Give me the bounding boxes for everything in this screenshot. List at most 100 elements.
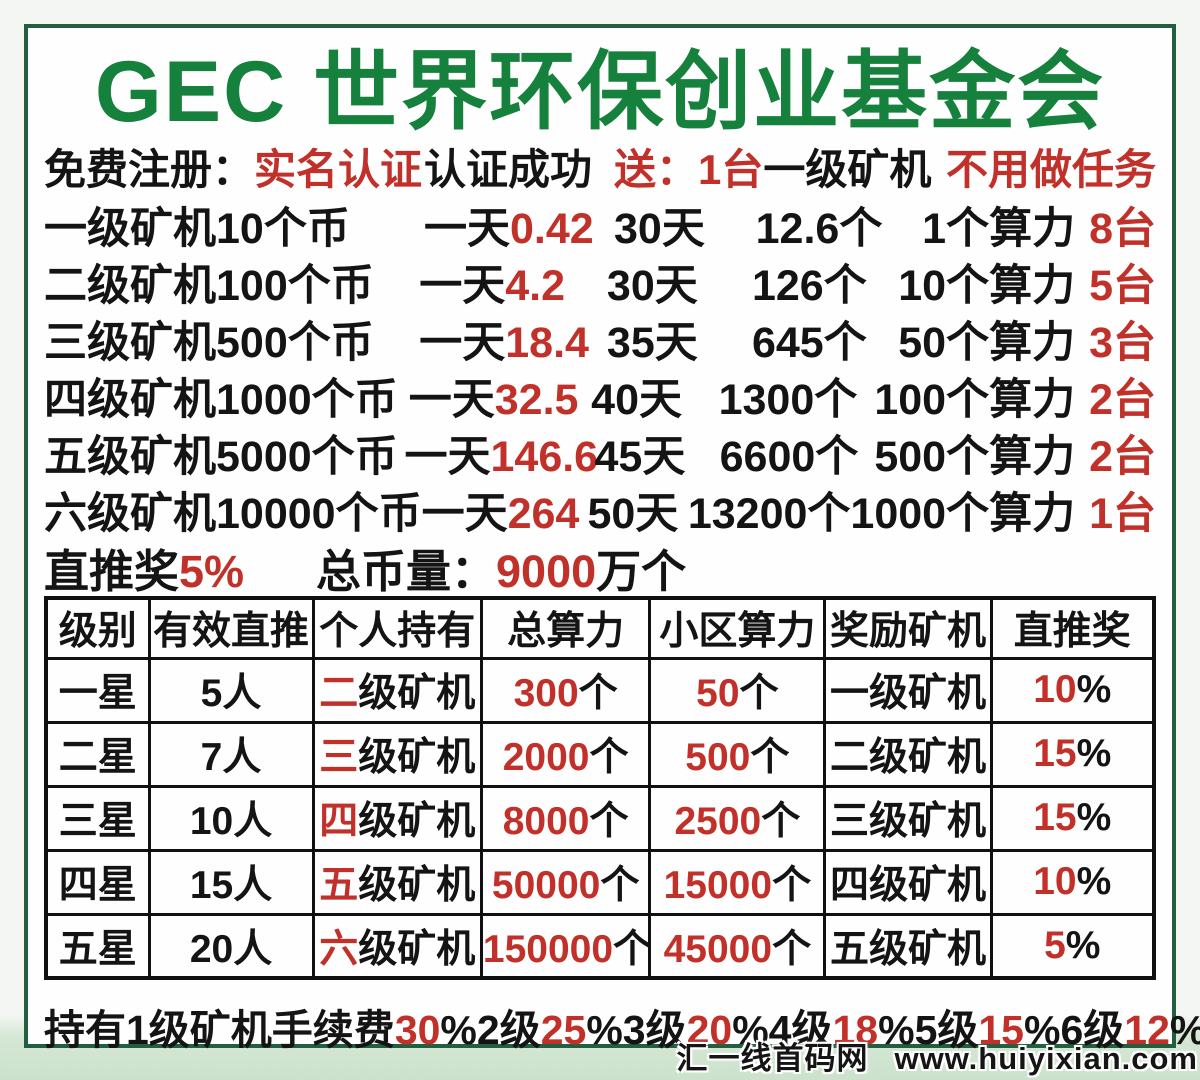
table-header-cell: 奖励矿机 xyxy=(823,596,993,660)
cell-zone-power: 2500个 xyxy=(648,784,827,852)
total-power-value: 150000 xyxy=(482,927,614,971)
total-supply: 总币量：9000万个 xyxy=(316,535,686,600)
miner-name: 四级矿机1000个币 xyxy=(44,375,398,424)
fee-lead-unit: % xyxy=(440,1007,477,1053)
miner-day-value: 18.4 xyxy=(505,318,589,367)
miner-duration: 30天 xyxy=(606,261,698,310)
gift-label: 送：1台 xyxy=(614,146,764,193)
miner-day-label: 一天 xyxy=(419,318,506,367)
referral-bonus: 直推奖5% xyxy=(44,535,316,600)
bonus-value: 10 xyxy=(1033,668,1077,711)
miner-power: 1000个算力 1台 xyxy=(850,479,1156,541)
miner-daily-yield: 一天32.5 xyxy=(409,365,591,427)
supply-unit: 万个 xyxy=(596,545,687,597)
fee-lead: 持有1级矿机手续费30% xyxy=(44,996,477,1056)
miner-total-output: 13200个 xyxy=(687,489,851,538)
cell-zone-power: 15000个 xyxy=(648,848,827,916)
holding-grade: 三 xyxy=(319,736,359,779)
poster-frame: GEC 世界环保创业基金会 免费注册：实名认证 认证成功 送：1台一级矿机 不用… xyxy=(24,24,1200,1053)
miner-daily-yield: 一天18.4 xyxy=(419,308,607,370)
cell-total-power: 8000个 xyxy=(479,784,652,852)
miner-power-value: 50个算力 xyxy=(898,318,1076,367)
total-power-value: 50000 xyxy=(491,864,601,907)
register-label: 免费注册： xyxy=(44,146,255,193)
total-power-unit: 个 xyxy=(589,800,629,843)
table-header-cell: 总算力 xyxy=(479,596,652,660)
holding-rest: 级矿机 xyxy=(358,927,476,971)
cell-direct-referrals: 5人 xyxy=(147,656,315,724)
miner-name: 一级矿机10个币 xyxy=(44,204,350,253)
zone-power-unit: 个 xyxy=(761,800,801,843)
fee-lead-label: 持有1级矿机手续费 xyxy=(44,1007,395,1053)
fee-item-label: 6级 xyxy=(1060,1007,1125,1053)
cell-referral-bonus: 10% xyxy=(989,848,1156,916)
miner-daily-yield: 一天0.42 xyxy=(424,194,614,256)
fee-item: 5级15% xyxy=(915,996,1061,1056)
cell-level: 一星 xyxy=(44,656,151,724)
cell-zone-power: 50个 xyxy=(648,656,827,724)
bonus-unit: % xyxy=(1076,668,1112,711)
cell-referral-bonus: 10% xyxy=(989,656,1156,724)
cell-personal-holding: 三级矿机 xyxy=(311,720,483,788)
table-header-cell: 级别 xyxy=(44,596,151,660)
miner-free-units: 2台 xyxy=(1089,375,1156,424)
cell-referral-bonus: 5% xyxy=(989,912,1156,980)
cell-personal-holding: 五级矿机 xyxy=(311,848,483,916)
miner-duration: 45天 xyxy=(594,432,686,481)
fee-item: 4级18% xyxy=(769,996,915,1056)
supply-label: 总币量： xyxy=(316,545,497,597)
miner-day-value: 146.6 xyxy=(490,432,599,481)
fee-item-value: 12 xyxy=(1124,1007,1170,1053)
miner-name: 三级矿机500个币 xyxy=(44,318,374,367)
miner-free-units: 5台 xyxy=(1089,261,1156,310)
miner-total-output: 1300个 xyxy=(718,375,858,424)
table-header-cell: 直推奖 xyxy=(989,596,1156,660)
summary-line: 直推奖5% 总币量：9000万个 xyxy=(44,538,1156,597)
miner-power: 1个算力 8台 xyxy=(909,194,1156,256)
fee-item-value: 15 xyxy=(978,1007,1024,1053)
cell-total-power: 2000个 xyxy=(479,720,652,788)
table-header-cell: 个人持有 xyxy=(311,596,483,660)
table-header-cell: 有效直推 xyxy=(147,596,315,660)
fee-item-unit: % xyxy=(1170,1007,1200,1053)
fee-item: 6级12% xyxy=(1060,996,1200,1056)
cell-zone-power: 500个 xyxy=(648,720,827,788)
miner-power-value: 100个算力 xyxy=(874,375,1076,424)
holding-grade: 二 xyxy=(319,672,359,715)
cell-direct-referrals: 10人 xyxy=(147,784,315,852)
miner-row: 四级矿机1000个币 一天32.5 40天 1300个 100个算力 2台 xyxy=(44,367,1156,424)
miner-daily-yield: 一天4.2 xyxy=(419,251,607,313)
total-power-unit: 个 xyxy=(613,927,650,971)
miner-row: 三级矿机500个币 一天18.4 35天 645个 50个算力 3台 xyxy=(44,310,1156,367)
referral-label: 直推奖 xyxy=(44,545,180,597)
zone-power-unit: 个 xyxy=(772,927,812,971)
total-power-value: 8000 xyxy=(502,800,590,843)
cell-total-power: 150000个 xyxy=(479,912,652,980)
table-row: 一星 5人 二级矿机 300个 50个 一级矿机 10% xyxy=(44,656,1156,724)
holding-rest: 级矿机 xyxy=(358,800,476,843)
cell-direct-referrals: 7人 xyxy=(147,720,315,788)
miner-day-label: 一天 xyxy=(421,489,508,538)
fee-lead-value: 30 xyxy=(394,1007,441,1053)
intro-line: 免费注册：实名认证 认证成功 送：1台一级矿机 不用做任务 xyxy=(44,144,1156,196)
miner-total-output: 645个 xyxy=(751,318,867,367)
cell-personal-holding: 二级矿机 xyxy=(311,656,483,724)
miner-power: 50个算力 3台 xyxy=(898,308,1156,370)
cell-reward-machine: 四级矿机 xyxy=(823,848,993,916)
cell-level: 四星 xyxy=(44,848,151,916)
cell-personal-holding: 六级矿机 xyxy=(311,912,483,980)
star-table-body: 一星 5人 二级矿机 300个 50个 一级矿机 10% 二星 7人 三级矿机 … xyxy=(44,656,1156,980)
watermark: 汇一线首码网 www.huiyixian.com xyxy=(676,1033,1198,1078)
miner-duration: 30天 xyxy=(614,204,705,253)
star-level-table: 级别 有效直推 个人持有 总算力 小区算力 奖励矿机 直推奖 一星 5人 二级矿机 300个… xyxy=(44,596,1156,980)
supply-value: 9000 xyxy=(496,545,597,597)
cell-level: 三星 xyxy=(44,784,151,852)
miner-duration: 40天 xyxy=(591,375,682,424)
referral-value: 5% xyxy=(179,545,245,597)
fee-item-value: 18 xyxy=(832,1007,879,1053)
fee-item-unit: % xyxy=(1023,1007,1061,1053)
fee-item-label: 5级 xyxy=(914,1007,979,1053)
bonus-value: 15 xyxy=(1033,732,1077,775)
fee-item-label: 4级 xyxy=(768,1007,833,1053)
holding-rest: 级矿机 xyxy=(358,864,476,907)
